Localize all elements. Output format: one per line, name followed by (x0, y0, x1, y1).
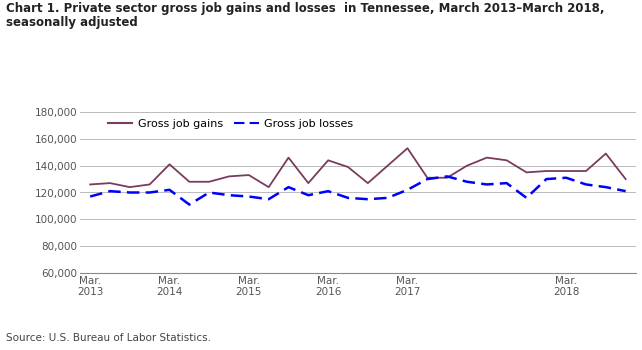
Text: Source: U.S. Bureau of Labor Statistics.: Source: U.S. Bureau of Labor Statistics. (6, 333, 211, 343)
Gross job losses (245, 194, 253, 198)
Gross job losses (146, 190, 153, 195)
Gross job gains (166, 162, 173, 166)
Gross job gains (86, 182, 94, 187)
Gross job gains (424, 176, 431, 180)
Gross job gains (344, 165, 352, 169)
Gross job losses (225, 193, 233, 197)
Gross job losses (166, 188, 173, 192)
Gross job gains (324, 158, 332, 162)
Gross job losses (444, 174, 451, 179)
Gross job losses (186, 202, 193, 206)
Gross job gains (364, 181, 372, 185)
Gross job losses (622, 189, 630, 193)
Gross job losses (602, 185, 610, 189)
Gross job losses (86, 194, 94, 198)
Gross job losses (542, 177, 550, 181)
Gross job gains (106, 181, 114, 185)
Gross job gains (622, 177, 630, 181)
Gross job gains (384, 163, 392, 168)
Gross job gains (245, 173, 253, 177)
Legend: Gross job gains, Gross job losses: Gross job gains, Gross job losses (108, 119, 353, 129)
Gross job gains (304, 181, 312, 185)
Gross job gains (602, 152, 610, 156)
Gross job losses (284, 185, 292, 189)
Gross job losses (324, 189, 332, 193)
Gross job losses (463, 180, 471, 184)
Gross job losses (503, 181, 510, 185)
Gross job losses (344, 196, 352, 200)
Gross job gains (483, 155, 490, 160)
Gross job gains (463, 163, 471, 168)
Line: Gross job gains: Gross job gains (90, 148, 626, 187)
Text: seasonally adjusted: seasonally adjusted (6, 16, 138, 29)
Line: Gross job losses: Gross job losses (90, 176, 626, 204)
Gross job gains (126, 185, 134, 189)
Gross job gains (186, 180, 193, 184)
Gross job gains (146, 182, 153, 187)
Gross job gains (523, 170, 530, 174)
Gross job losses (126, 190, 134, 195)
Gross job gains (542, 169, 550, 173)
Gross job losses (384, 196, 392, 200)
Gross job gains (265, 185, 272, 189)
Gross job losses (523, 196, 530, 200)
Gross job gains (225, 174, 233, 179)
Gross job losses (205, 190, 213, 195)
Gross job gains (404, 146, 412, 150)
Gross job losses (364, 197, 372, 201)
Text: Chart 1. Private sector gross job gains and losses  in Tennessee, March 2013–Mar: Chart 1. Private sector gross job gains … (6, 2, 605, 15)
Gross job losses (483, 182, 490, 187)
Gross job losses (562, 176, 570, 180)
Gross job gains (503, 158, 510, 162)
Gross job losses (404, 188, 412, 192)
Gross job gains (444, 176, 451, 180)
Gross job losses (582, 182, 590, 187)
Gross job gains (562, 169, 570, 173)
Gross job losses (304, 193, 312, 197)
Gross job losses (106, 189, 114, 193)
Gross job gains (205, 180, 213, 184)
Gross job gains (582, 169, 590, 173)
Gross job losses (265, 197, 272, 201)
Gross job gains (284, 155, 292, 160)
Gross job losses (424, 177, 431, 181)
